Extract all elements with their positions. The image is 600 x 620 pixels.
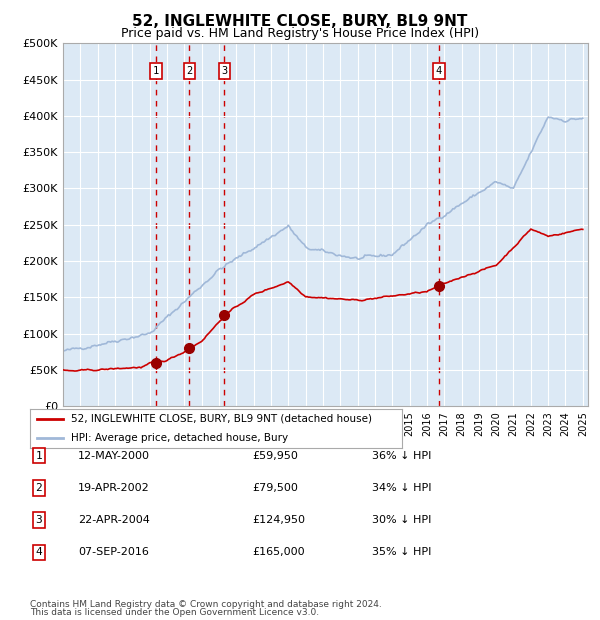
Text: 2: 2 xyxy=(187,66,193,76)
Text: 1: 1 xyxy=(153,66,159,76)
Text: 52, INGLEWHITE CLOSE, BURY, BL9 9NT: 52, INGLEWHITE CLOSE, BURY, BL9 9NT xyxy=(133,14,467,29)
Text: 1: 1 xyxy=(35,451,43,461)
Text: 07-SEP-2016: 07-SEP-2016 xyxy=(78,547,149,557)
Text: Price paid vs. HM Land Registry's House Price Index (HPI): Price paid vs. HM Land Registry's House … xyxy=(121,27,479,40)
Text: HPI: Average price, detached house, Bury: HPI: Average price, detached house, Bury xyxy=(71,433,288,443)
Text: This data is licensed under the Open Government Licence v3.0.: This data is licensed under the Open Gov… xyxy=(30,608,319,617)
Text: 19-APR-2002: 19-APR-2002 xyxy=(78,483,150,493)
Text: £165,000: £165,000 xyxy=(252,547,305,557)
Text: 52, INGLEWHITE CLOSE, BURY, BL9 9NT (detached house): 52, INGLEWHITE CLOSE, BURY, BL9 9NT (det… xyxy=(71,414,372,424)
Text: £59,950: £59,950 xyxy=(252,451,298,461)
Text: 30% ↓ HPI: 30% ↓ HPI xyxy=(372,515,431,525)
Text: 4: 4 xyxy=(436,66,442,76)
Text: 2: 2 xyxy=(35,483,43,493)
Text: 34% ↓ HPI: 34% ↓ HPI xyxy=(372,483,431,493)
Text: 3: 3 xyxy=(221,66,227,76)
Text: Contains HM Land Registry data © Crown copyright and database right 2024.: Contains HM Land Registry data © Crown c… xyxy=(30,600,382,609)
Text: 36% ↓ HPI: 36% ↓ HPI xyxy=(372,451,431,461)
Text: £124,950: £124,950 xyxy=(252,515,305,525)
Text: 22-APR-2004: 22-APR-2004 xyxy=(78,515,150,525)
Text: 3: 3 xyxy=(35,515,43,525)
Text: 35% ↓ HPI: 35% ↓ HPI xyxy=(372,547,431,557)
Text: 12-MAY-2000: 12-MAY-2000 xyxy=(78,451,150,461)
Text: 4: 4 xyxy=(35,547,43,557)
Text: £79,500: £79,500 xyxy=(252,483,298,493)
